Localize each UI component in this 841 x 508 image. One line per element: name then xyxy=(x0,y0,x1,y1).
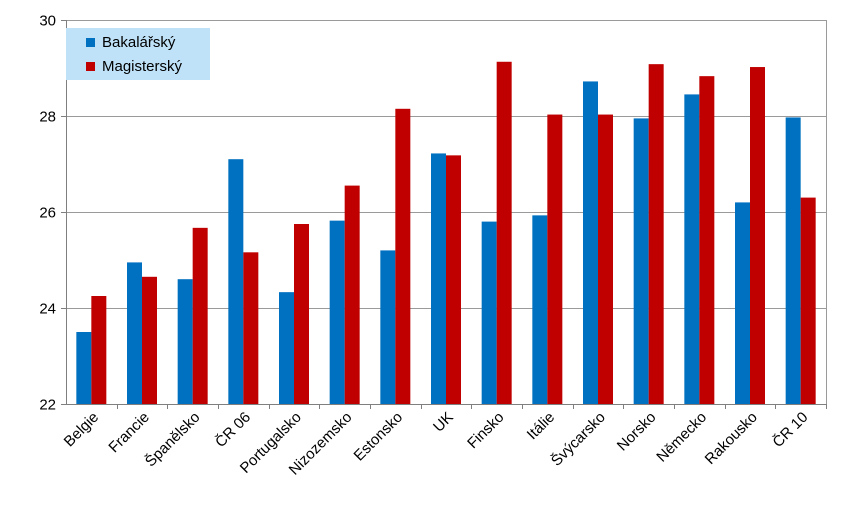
legend: Bakalářský Magisterský xyxy=(66,28,210,80)
x-category-label: Norsko xyxy=(614,409,660,455)
bar-magistersky xyxy=(142,276,157,404)
bar-bakalarsky xyxy=(279,292,294,404)
bar-magistersky xyxy=(496,61,512,404)
x-category-label: Finsko xyxy=(464,409,507,452)
x-category-label: Belgie xyxy=(61,409,103,451)
bar-magistersky xyxy=(750,67,765,404)
bar-bakalarsky xyxy=(76,332,92,404)
legend-box xyxy=(66,28,210,80)
bars xyxy=(76,61,816,405)
bar-magistersky xyxy=(395,108,411,405)
x-category-label: ČR 10 xyxy=(769,409,811,451)
y-tick-label: 30 xyxy=(39,13,56,30)
x-category-label: ČR 06 xyxy=(212,409,254,451)
bar-magistersky xyxy=(91,296,107,404)
legend-swatch xyxy=(86,62,95,71)
bar-bakalarsky xyxy=(431,153,446,404)
bar-bakalarsky xyxy=(481,221,497,404)
bar-magistersky xyxy=(446,155,461,404)
bar-magistersky xyxy=(699,76,715,404)
bar-bakalarsky xyxy=(583,81,598,404)
bar-bakalarsky xyxy=(329,220,345,404)
bar-bakalarsky xyxy=(177,279,193,404)
bar-magistersky xyxy=(598,114,613,404)
y-tick-label: 28 xyxy=(39,109,56,126)
bar-bakalarsky xyxy=(633,118,649,405)
bar-magistersky xyxy=(800,197,816,404)
bar-bakalarsky xyxy=(127,262,142,404)
bar-magistersky xyxy=(243,252,259,404)
legend-label: Bakalářský xyxy=(102,34,176,51)
x-category-label: Estonsko xyxy=(351,409,407,465)
x-category-label: Itálie xyxy=(524,409,558,443)
bar-bakalarsky xyxy=(532,215,548,404)
bar-bakalarsky xyxy=(228,159,244,404)
bar-magistersky xyxy=(547,114,563,404)
bar-magistersky xyxy=(192,227,208,404)
legend-swatch xyxy=(86,38,95,47)
bar-magistersky xyxy=(648,64,664,404)
x-category-label: Španělsko xyxy=(142,409,204,471)
bar-magistersky xyxy=(294,224,309,404)
bar-bakalarsky xyxy=(735,202,750,404)
axes xyxy=(61,20,827,409)
x-category-label: UK xyxy=(430,409,457,436)
x-category-label: Švýcarsko xyxy=(548,409,609,470)
legend-label: Magisterský xyxy=(102,58,183,75)
bar-magistersky xyxy=(344,185,360,404)
x-category-label: Rakousko xyxy=(702,409,761,468)
bar-bakalarsky xyxy=(684,94,700,405)
y-tick-label: 22 xyxy=(39,397,56,414)
y-tick-label: 26 xyxy=(39,205,56,222)
y-tick-label: 24 xyxy=(39,301,56,318)
x-category-label: Francie xyxy=(105,409,152,456)
bar-bakalarsky xyxy=(380,250,396,404)
bar-bakalarsky xyxy=(785,117,801,404)
